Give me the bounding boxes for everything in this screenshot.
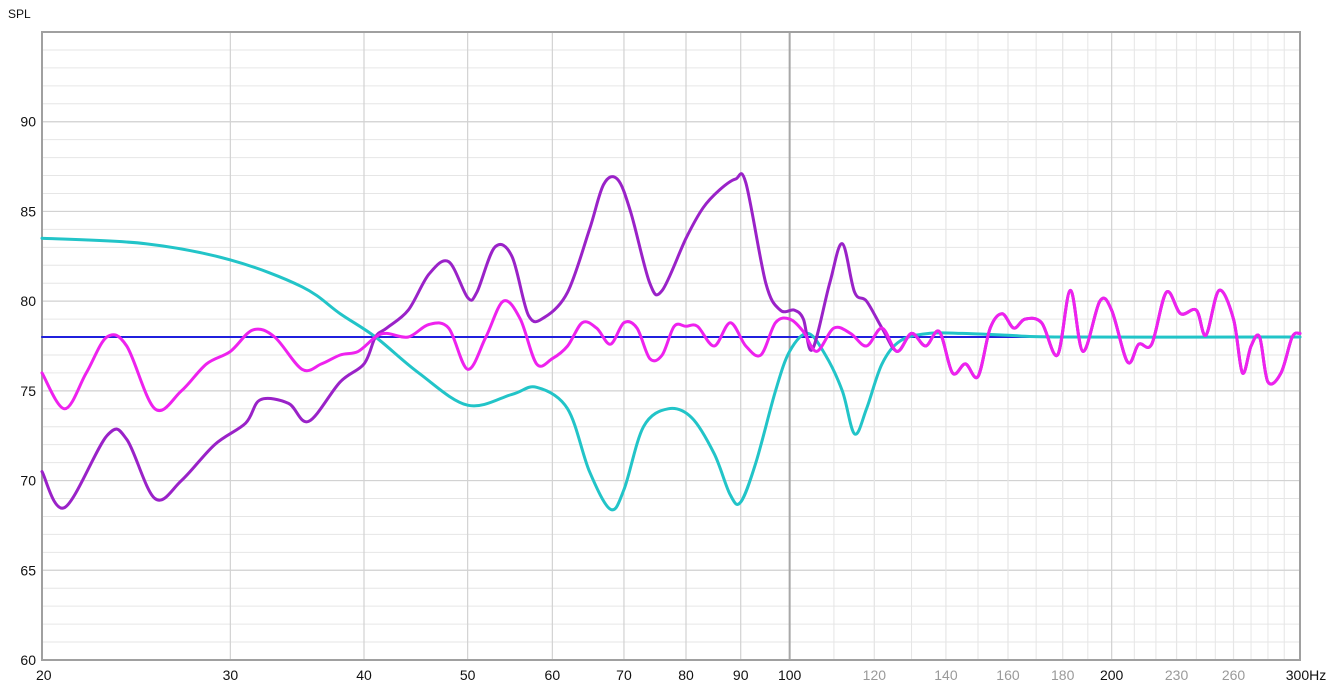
- y-axis-title: SPL: [8, 7, 31, 21]
- x-tick-label: 200: [1100, 667, 1124, 683]
- x-tick-label: 230: [1165, 667, 1189, 683]
- x-tick-label: 140: [934, 667, 958, 683]
- x-tick-labels: 20 30 40 50 60 70 80 90 100 120 140 160 180 200 230 260…: [36, 667, 1326, 683]
- x-tick-label: 60: [545, 667, 561, 683]
- x-tick-label: 120: [863, 667, 887, 683]
- x-tick-label: 90: [733, 667, 749, 683]
- y-tick-label: 60: [20, 652, 36, 668]
- x-tick-label: 100: [778, 667, 802, 683]
- y-tick-label: 65: [20, 562, 36, 578]
- x-tick-label: 50: [460, 667, 476, 683]
- x-tick-label: 20: [36, 667, 52, 683]
- x-tick-label: 30: [223, 667, 239, 683]
- series-line-magenta-curve: [40, 288, 1302, 412]
- y-tick-label: 75: [20, 383, 36, 399]
- series-line-cyan-curve: [40, 236, 1302, 512]
- plot-frame: [41, 31, 1301, 661]
- y-tick-label: 90: [20, 114, 36, 130]
- x-tick-label: 300Hz: [1286, 667, 1326, 683]
- x-tick-label: 80: [678, 667, 694, 683]
- x-tick-label: 160: [996, 667, 1020, 683]
- y-tick-label: 70: [20, 473, 36, 489]
- major-grid: [42, 32, 1300, 661]
- x-tick-label: 260: [1222, 667, 1246, 683]
- y-tick-label: 85: [20, 203, 36, 219]
- x-tick-label: 70: [616, 667, 632, 683]
- x-tick-label: 40: [356, 667, 372, 683]
- x-tick-label: 180: [1051, 667, 1075, 683]
- series-layer: [40, 172, 1302, 512]
- y-tick-label: 80: [20, 293, 36, 309]
- y-tick-labels: 60 65 70 75 80 85 90: [20, 114, 36, 668]
